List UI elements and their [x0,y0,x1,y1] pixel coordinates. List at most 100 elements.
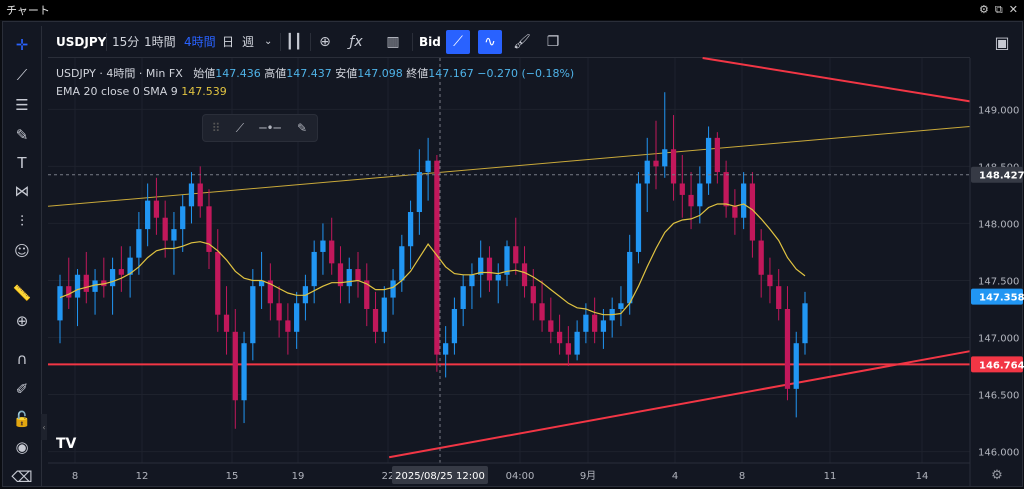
candle [714,132,720,184]
candle-body [416,172,422,213]
trendline-icon[interactable]: ⟋ [16,66,28,84]
candle-body [311,251,317,287]
magnet-icon[interactable]: ∩ [16,350,28,368]
symbol-search-button[interactable]: USDJPY [56,35,107,49]
zoom-icon[interactable]: ⊕ [15,312,29,330]
brush-icon[interactable]: 🖌 [513,34,531,50]
lock-icon[interactable]: 🔓 [12,410,32,428]
brush-icon[interactable]: ✎ [296,121,308,135]
candle-body [697,183,703,207]
pattern-icon[interactable]: ⋈ [14,182,30,200]
candle-body [118,269,124,275]
time-tick-label: 4 [672,471,678,482]
candle [416,149,422,235]
candle [653,120,659,190]
candle [697,166,703,224]
trendline-rising-support [388,350,971,459]
candle [241,331,247,424]
drag-handle-icon[interactable]: ⠿ [211,121,221,135]
crosshair-time-text: 2025/08/25 12:00 [395,471,485,482]
candle-body [679,183,685,195]
candle [478,240,484,298]
high-value: 147.437 [286,67,332,80]
bar-chart-icon[interactable]: ▥ [386,34,400,50]
legend-symbol[interactable]: USDJPY [56,67,96,80]
interval-4h[interactable]: 4時間 [184,35,216,49]
candle [793,331,799,418]
price-tick-label: 148.000 [978,219,1019,230]
candle [215,229,221,332]
candle-body [434,160,440,355]
candle [758,229,764,298]
time-axis[interactable]: 8 12 15 19 22 04:00 9月 4 8 11 14 2025/08/25 12:00 [48,462,970,484]
copy-icon[interactable]: ❐ [546,34,560,50]
chevron-down-icon[interactable]: ⌄ [264,36,273,47]
bid-ask-toggle[interactable]: Bid [419,35,441,49]
candle [679,154,685,218]
candle-body [66,286,72,298]
trend-icon[interactable]: ⟋ [446,30,470,54]
candle [153,177,160,235]
fib-icon[interactable]: ⫶ [20,212,24,230]
candle-body [337,263,344,287]
interval-day[interactable]: 日 [222,35,235,49]
candle-body [109,269,116,287]
gear-icon[interactable]: ⚙ [991,467,1003,483]
horizontal-lines-icon[interactable]: ☰ [15,96,29,114]
add-indicator-icon[interactable]: ⊕ [319,34,331,50]
toolbar-divider [412,33,413,51]
interval-15m[interactable]: 15分 [112,35,140,49]
candle-body [802,303,808,344]
candle [705,126,712,195]
price-label-text: 147.358 [979,293,1024,304]
text-icon[interactable]: T [17,154,27,172]
interval-week[interactable]: 週 [242,35,255,49]
candle [574,320,580,361]
pulse-icon[interactable]: ∿ [478,30,502,54]
candle [285,303,291,355]
price-axis[interactable]: 149.000148.500148.000147.500147.000146.5… [969,58,1024,487]
candles-icon[interactable]: ┃┃ [285,34,303,50]
candle [74,269,81,327]
crosshair-icon[interactable]: ✛ [15,36,29,54]
candle-body [188,183,195,207]
candle [495,263,501,304]
candle-body [206,206,212,252]
emoji-icon[interactable]: ☺ [14,242,30,260]
gear-icon[interactable]: ⚙ [979,3,989,16]
fx-icon[interactable]: ƒx [349,34,363,50]
candle [443,326,449,378]
horizontal-ray-icon[interactable]: ─•─ [259,121,281,135]
candles [57,92,808,429]
candle-body [714,137,720,173]
close-label: 終値 [406,67,429,80]
floating-drawing-toolbar: ⠿ ⟋ ─•─ ✎ [202,114,318,142]
price-tick-label: 147.000 [978,334,1019,345]
candle [57,274,63,344]
close-icon[interactable]: ✕ [1008,3,1018,16]
candle [767,257,773,304]
time-tick-label: 19 [292,471,305,482]
candle-body [521,263,528,287]
candle-body [741,183,747,218]
candle [206,189,212,270]
indicator-name[interactable]: EMA 20 close 0 SMA 9 [56,85,178,98]
eye-icon[interactable]: ◉ [15,438,29,456]
collapse-toolbar-handle[interactable]: ‹ [41,414,47,440]
pencil-lock-icon[interactable]: ✐ [15,380,29,398]
trash-icon[interactable]: ⌫ [11,468,33,486]
trendline-icon[interactable]: ⟋ [235,120,245,135]
candle [407,200,414,270]
candle-body [749,183,756,241]
ruler-icon[interactable]: 📏 [12,284,32,302]
popout-icon[interactable]: ⧉ [994,3,1003,16]
layout-icon[interactable]: ▣ [994,32,1010,52]
brush-icon[interactable]: ✎ [15,126,29,144]
candle-body [127,257,133,275]
interval-1h[interactable]: 1時間 [144,35,176,49]
candle [109,257,116,315]
candle [329,217,335,275]
candle [670,115,677,201]
open-value: 147.436 [215,67,261,80]
